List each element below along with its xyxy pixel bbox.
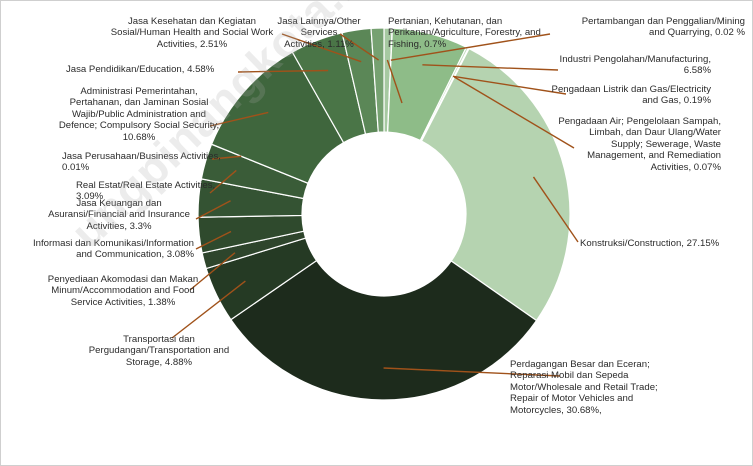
slice-label-public-admin: Administrasi Pemerintahan, Pertahanan, d… xyxy=(58,86,220,143)
slice-label-financial: Jasa Keuangan dan Asuransi/Financial and… xyxy=(48,198,190,232)
slice-label-mining: Pertambangan dan Penggalian/Mining and Q… xyxy=(581,16,745,39)
leader-line-business xyxy=(211,155,242,160)
slice-construction xyxy=(420,47,571,322)
leader-line-manufacturing xyxy=(422,64,559,71)
slice-wholesale-retail xyxy=(230,259,538,401)
slice-label-real-estate: Real Estat/Real Estate Activities, 3.09% xyxy=(76,180,216,203)
leader-line-electricity-gas xyxy=(452,75,567,95)
leader-lines xyxy=(171,33,579,377)
leader-line-other-services xyxy=(339,33,380,61)
leader-line-education xyxy=(237,69,329,73)
slice-label-education: Jasa Pendidikan/Education, 4.58% xyxy=(66,64,215,75)
leader-line-mining xyxy=(390,33,551,61)
leader-line-transportation xyxy=(171,280,246,339)
slice-label-electricity-gas: Pengadaan Listrik dan Gas/Electricity an… xyxy=(551,84,711,107)
donut-slices xyxy=(197,27,571,401)
slice-label-business: Jasa Perusahaan/Business Activities, 0.0… xyxy=(62,151,221,174)
slice-label-accommodation: Penyediaan Akomodasi dan Makan Minum/Acc… xyxy=(47,274,199,308)
slice-label-health: Jasa Kesehatan dan Kegiatan Sosial/Human… xyxy=(110,16,274,50)
leader-line-agriculture xyxy=(386,59,403,104)
slice-label-water-supply: Pengadaan Air; Pengelolaan Sampah, Limba… xyxy=(558,116,721,173)
leader-line-water-supply xyxy=(453,76,575,149)
slice-label-construction: Konstruksi/Construction, 27.15% xyxy=(580,238,720,249)
slice-label-information: Informasi dan Komunikasi/Information and… xyxy=(32,238,194,261)
slice-other-services xyxy=(370,27,385,133)
leader-line-health xyxy=(281,33,362,63)
slice-label-manufacturing: Industri Pengolahan/Manufacturing, 6.58% xyxy=(559,54,711,77)
leader-line-wholesale-retail xyxy=(383,367,561,377)
leader-line-information xyxy=(195,230,232,250)
leader-line-accommodation xyxy=(189,252,236,291)
slice-label-transportation: Transportasi dan Pergudangan/Transportat… xyxy=(88,334,230,368)
slice-label-other-services: Jasa Lainnya/Other Services Activities, … xyxy=(277,16,361,50)
leader-line-construction xyxy=(532,176,579,243)
slice-label-wholesale-retail: Perdagangan Besar dan Eceran; Reparasi M… xyxy=(510,359,658,416)
leader-line-public-admin xyxy=(209,111,269,127)
leader-line-financial xyxy=(195,200,231,220)
slice-label-agriculture: Pertanian, Kehutanan, dan Perikanan/Agri… xyxy=(388,16,541,50)
leader-line-real-estate xyxy=(209,169,237,194)
